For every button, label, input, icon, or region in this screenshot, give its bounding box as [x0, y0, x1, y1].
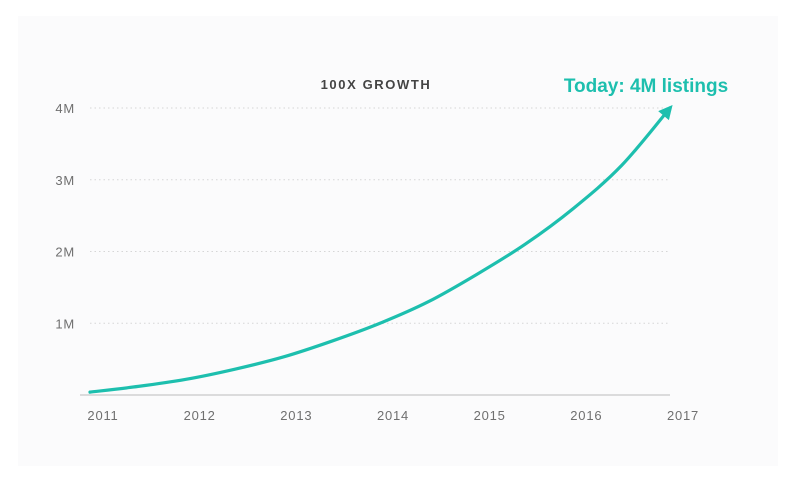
y-tick-label: 3M: [55, 173, 75, 188]
x-tick-label: 2017: [667, 408, 699, 423]
annotation-label: Today: 4M listings: [564, 76, 728, 97]
x-tick-label: 2014: [377, 408, 409, 423]
y-tick-label: 4M: [55, 101, 75, 116]
x-tick-labels: 2011 2012 2013 2014 2015 2016 2017: [87, 408, 699, 423]
arrow-head: [658, 104, 673, 121]
chart-panel: [18, 16, 778, 466]
chart-title: 100X GROWTH: [321, 77, 432, 92]
x-tick-label: 2013: [280, 408, 312, 423]
y-tick-labels: 1M 2M 3M 4M: [55, 101, 75, 331]
grid-lines: [90, 107, 670, 324]
y-tick-label: 2M: [55, 245, 75, 260]
x-tick-label: 2011: [87, 408, 118, 423]
y-tick-label: 1M: [55, 316, 75, 331]
x-tick-label: 2015: [474, 408, 506, 423]
x-tick-label: 2012: [184, 408, 216, 423]
series-line: [88, 106, 672, 394]
x-tick-label: 2016: [570, 408, 602, 423]
